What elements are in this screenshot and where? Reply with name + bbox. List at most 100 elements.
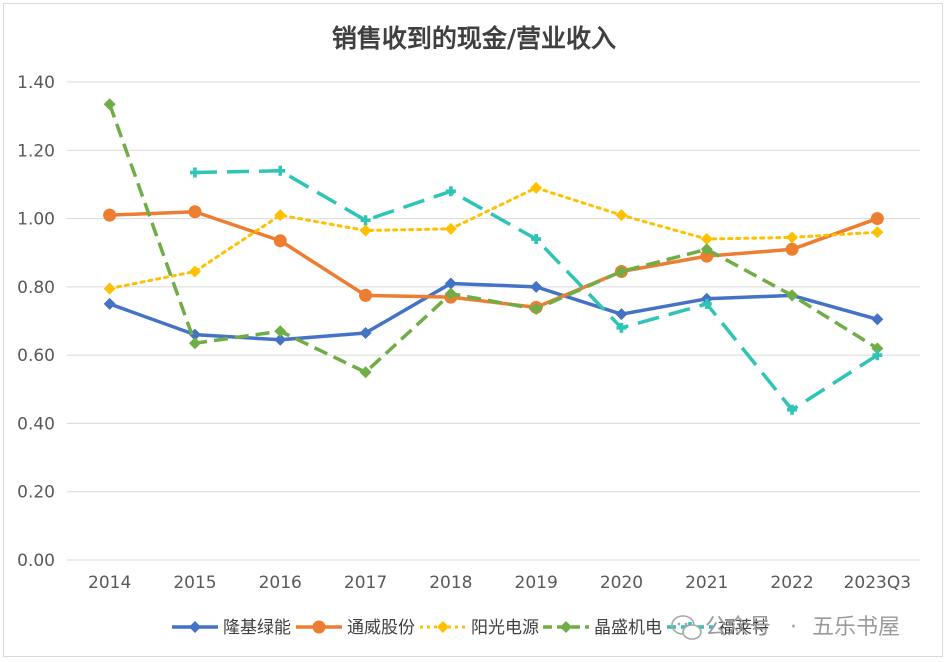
- x-tick-label: 2015: [173, 573, 216, 593]
- watermark-brand: 公众号: [705, 615, 771, 640]
- data-point: [871, 313, 884, 326]
- data-point: [872, 350, 883, 361]
- x-tick-label: 2023Q3: [844, 573, 911, 593]
- legend: 隆基绿能 通威股份 阳光电源 晶盛机电 福莱特: [172, 618, 769, 638]
- x-tick-label: 2016: [259, 573, 302, 593]
- data-point: [870, 212, 884, 226]
- data-point: [275, 165, 286, 176]
- data-point: [445, 186, 456, 197]
- data-point: [615, 209, 628, 222]
- series-line: [108, 186, 879, 291]
- y-tick-label: 0.20: [17, 483, 55, 503]
- legend-marker: [312, 620, 326, 634]
- watermark-name: 五乐书屋: [812, 615, 900, 640]
- data-point: [700, 243, 713, 256]
- y-tick-label: 0.00: [17, 551, 55, 571]
- data-point: [444, 287, 457, 300]
- data-point: [359, 326, 372, 339]
- x-tick-label: 2017: [344, 573, 387, 593]
- x-tick-label: 2022: [770, 573, 813, 593]
- data-point: [189, 167, 200, 178]
- legend-marker: [437, 621, 449, 633]
- marker-bar: [790, 404, 794, 415]
- data-point: [359, 288, 373, 302]
- marker-bar: [278, 165, 283, 176]
- data-point: [785, 242, 799, 256]
- y-tick-label: 1.40: [17, 73, 55, 93]
- legend-item: 阳光电源: [420, 618, 539, 638]
- x-axis-ticks: 2014 2015 2016 2017 2018 2019 2020 2021 2022 2023…: [88, 573, 911, 593]
- data-point: [530, 280, 543, 293]
- data-point: [616, 322, 627, 333]
- data-point: [700, 292, 713, 305]
- legend-item: 隆基绿能: [172, 618, 291, 638]
- data-point: [188, 205, 202, 219]
- series-5: [189, 165, 883, 415]
- data-point: [274, 209, 287, 222]
- series-layer: [103, 98, 884, 415]
- legend-item: 通威股份: [296, 618, 415, 638]
- legend-label: 晶盛机电: [594, 618, 662, 638]
- data-point: [871, 226, 884, 239]
- chart-frame: [3, 3, 943, 657]
- data-point: [786, 289, 799, 302]
- x-tick-label: 2014: [88, 573, 131, 593]
- y-tick-label: 0.80: [17, 278, 55, 298]
- y-axis-ticks: 0.00 0.20 0.40 0.60 0.80 1.00 1.20 1.40: [17, 73, 55, 571]
- y-tick-label: 1.20: [17, 141, 55, 161]
- marker-bar: [619, 322, 624, 333]
- data-point: [444, 277, 457, 290]
- data-point: [188, 337, 201, 350]
- data-point: [871, 342, 884, 355]
- data-point: [273, 234, 287, 248]
- wechat-icon: [671, 615, 702, 640]
- data-point: [786, 231, 799, 244]
- data-point: [615, 308, 628, 321]
- data-point: [274, 325, 287, 338]
- marker-bar: [704, 298, 709, 309]
- data-point: [103, 98, 116, 111]
- marker-bar: [449, 186, 453, 197]
- series-3: [103, 181, 884, 295]
- x-tick-label: 2019: [515, 573, 558, 593]
- chart-title: 销售收到的现金/营业收入: [332, 24, 616, 53]
- legend-label: 通威股份: [347, 618, 415, 638]
- series-4: [103, 98, 884, 379]
- marker-bar: [193, 167, 197, 178]
- legend-label: 阳光电源: [471, 618, 539, 638]
- series-line: [109, 209, 878, 310]
- series-line: [108, 103, 879, 374]
- x-tick-label: 2018: [429, 573, 472, 593]
- y-tick-label: 1.00: [17, 210, 55, 230]
- data-point: [359, 366, 372, 379]
- data-point: [359, 224, 372, 237]
- x-tick-label: 2020: [600, 573, 643, 593]
- watermark-separator: ·: [790, 615, 797, 640]
- data-point: [274, 333, 287, 346]
- data-point: [530, 303, 543, 316]
- data-point: [531, 234, 542, 245]
- data-point: [103, 208, 117, 222]
- data-point: [701, 298, 712, 309]
- legend-marker: [189, 621, 201, 633]
- watermark: 公众号 · 五乐书屋: [671, 615, 900, 640]
- data-point: [188, 265, 201, 278]
- marker-bar: [363, 215, 368, 226]
- legend-label: 隆基绿能: [223, 618, 291, 638]
- data-point: [444, 222, 457, 235]
- series-line: [109, 281, 878, 342]
- data-point: [103, 282, 116, 295]
- y-tick-label: 0.40: [17, 414, 55, 434]
- legend-marker: [560, 621, 572, 633]
- data-point: [615, 265, 628, 278]
- data-point: [530, 181, 543, 194]
- data-point: [700, 233, 713, 246]
- marker-bar: [534, 234, 538, 245]
- series-1: [103, 277, 884, 346]
- legend-item: 晶盛机电: [543, 618, 662, 638]
- y-tick-label: 0.60: [17, 346, 55, 366]
- gridlines: [67, 81, 920, 561]
- data-point: [787, 404, 798, 415]
- legend-label: 福莱特: [718, 618, 769, 638]
